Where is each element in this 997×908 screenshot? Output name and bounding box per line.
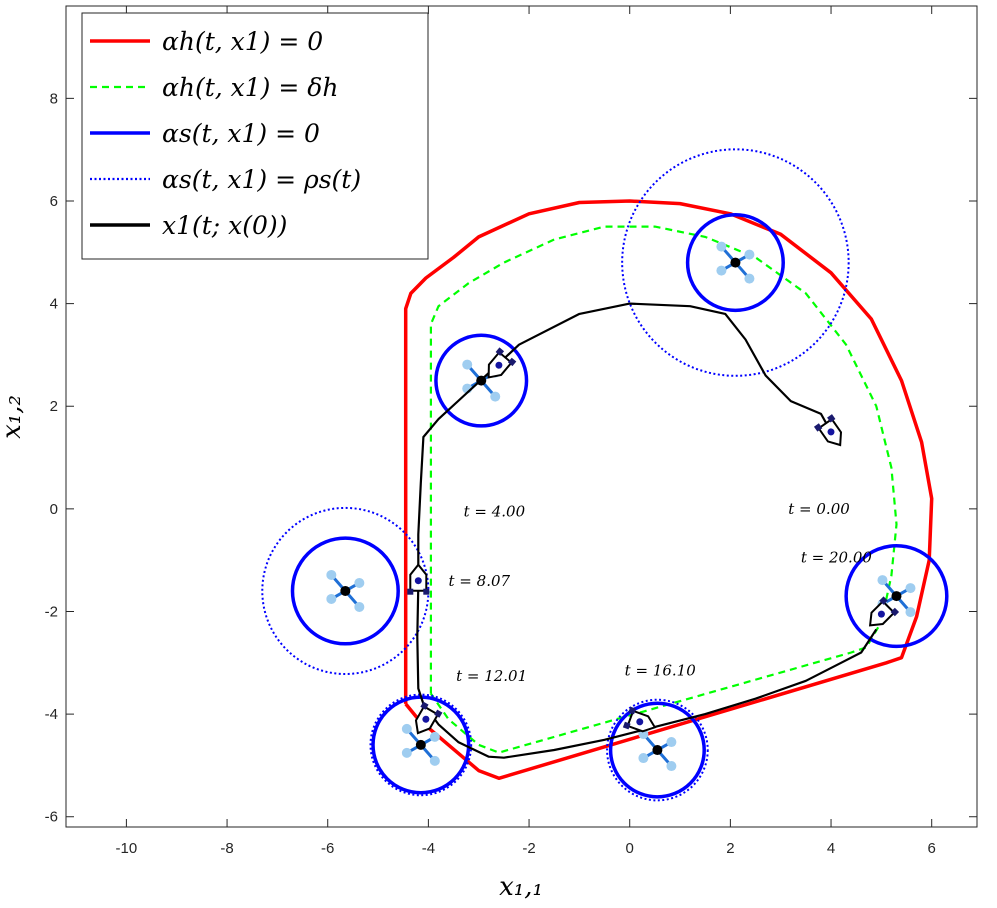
legend-label: x1(t; x(0)) xyxy=(162,211,287,240)
x-tick-label: 6 xyxy=(928,840,936,857)
drone-rotor xyxy=(744,249,755,260)
vessel-icon xyxy=(407,563,430,595)
vessel-center xyxy=(877,610,885,618)
vessel-thruster xyxy=(628,706,637,715)
vessel-thruster xyxy=(813,423,823,432)
vessel-center xyxy=(495,361,503,369)
drone-rotor xyxy=(401,747,412,758)
drone-rotor xyxy=(744,273,755,284)
vessel-thruster xyxy=(420,701,429,710)
vessel-center xyxy=(414,577,422,585)
time-annotation: t = 20.00 xyxy=(801,549,873,567)
legend-box xyxy=(81,12,429,260)
drone-rotor xyxy=(326,593,337,604)
time-annotation: t = 0.00 xyxy=(788,500,850,518)
vessel-icon xyxy=(868,596,900,627)
outer-circle-1 xyxy=(621,148,850,377)
vessel-thruster xyxy=(890,607,900,617)
drone-rotor xyxy=(905,583,916,594)
vessel-icon xyxy=(414,701,443,735)
legend-label: αh(t, x1) = δh xyxy=(162,73,338,102)
safe-circle-4 xyxy=(608,701,706,799)
drone-rotor xyxy=(354,601,365,612)
y-tick-label: -6 xyxy=(45,809,58,826)
y-tick-label: 2 xyxy=(50,398,58,415)
x-tick-label: -2 xyxy=(522,840,535,857)
safe-circle-2 xyxy=(290,536,400,646)
y-tick-label: 8 xyxy=(50,90,58,107)
vessel-center xyxy=(422,715,430,723)
drone-icon xyxy=(716,241,755,284)
drone-rotor xyxy=(429,731,440,742)
drone-rotor xyxy=(326,569,337,580)
vessel-center xyxy=(827,428,835,436)
x-axis-label: x₁,₁ xyxy=(499,872,543,902)
drone-rotor xyxy=(877,575,888,586)
x-tick-label: -8 xyxy=(220,840,233,857)
y-tick-label: 0 xyxy=(50,501,58,518)
drone-icon xyxy=(401,723,440,766)
x-tick-label: -10 xyxy=(116,840,138,857)
axes-box xyxy=(65,5,978,828)
vessel-thruster xyxy=(495,347,505,356)
x-tick-label: 0 xyxy=(626,840,634,857)
vessel-icon xyxy=(813,414,843,447)
series-alpha-h-delta xyxy=(429,225,898,754)
time-annotation: t = 12.01 xyxy=(456,667,527,685)
vessel-thruster xyxy=(434,709,443,718)
safe-circle-5 xyxy=(844,544,949,649)
y-tick-label: 6 xyxy=(50,193,58,210)
y-tick-label: -2 xyxy=(45,603,58,620)
y-axis-label: x₁,₂ xyxy=(0,395,27,439)
safe-circle-1 xyxy=(685,212,785,313)
drone-rotor xyxy=(716,265,727,276)
drone-rotor xyxy=(490,391,501,402)
drone-body xyxy=(415,739,426,750)
outer-circle-3 xyxy=(369,693,473,797)
drone-body xyxy=(340,585,351,596)
drone-rotor xyxy=(462,359,473,370)
x-tick-label: 4 xyxy=(827,840,835,857)
drone-rotor xyxy=(666,761,677,772)
legend-label: αs(t, x1) = ρs(t) xyxy=(162,165,361,194)
x-tick-label: -6 xyxy=(321,840,334,857)
vessel-icon xyxy=(622,706,657,733)
vessel-icon xyxy=(487,347,517,379)
safe-circle-0 xyxy=(434,333,529,428)
drone-rotor xyxy=(716,241,727,252)
vessel-center xyxy=(636,718,644,726)
x-tick-label: -4 xyxy=(422,840,435,857)
drone-rotor xyxy=(905,607,916,618)
drone-body xyxy=(730,257,741,268)
drone-rotor xyxy=(401,723,412,734)
drone-body xyxy=(891,591,902,602)
series-alpha-h-zero xyxy=(403,199,934,781)
y-tick-label: -4 xyxy=(45,706,58,723)
x-tick-label: 2 xyxy=(726,840,734,857)
drone-rotor xyxy=(638,753,649,764)
vessel-thruster xyxy=(827,414,836,423)
time-annotation: t = 8.07 xyxy=(449,572,511,590)
drone-icon xyxy=(326,569,365,612)
outer-circle-4 xyxy=(606,698,709,802)
time-annotation: t = 4.00 xyxy=(464,503,526,521)
drone-rotor xyxy=(354,577,365,588)
y-tick-label: 4 xyxy=(50,296,58,313)
legend-label: αs(t, x1) = 0 xyxy=(162,119,320,148)
vessel-thruster xyxy=(622,721,631,730)
drone-rotor xyxy=(429,755,440,766)
vessel-thruster xyxy=(407,588,414,595)
legend-label: αh(t, x1) = 0 xyxy=(162,27,323,56)
vessel-thruster xyxy=(507,357,517,367)
drone-body xyxy=(652,745,663,756)
vessel-thruster xyxy=(423,588,430,595)
time-annotation: t = 16.10 xyxy=(625,662,697,680)
drone-rotor xyxy=(666,737,677,748)
vessel-thruster xyxy=(879,596,888,605)
